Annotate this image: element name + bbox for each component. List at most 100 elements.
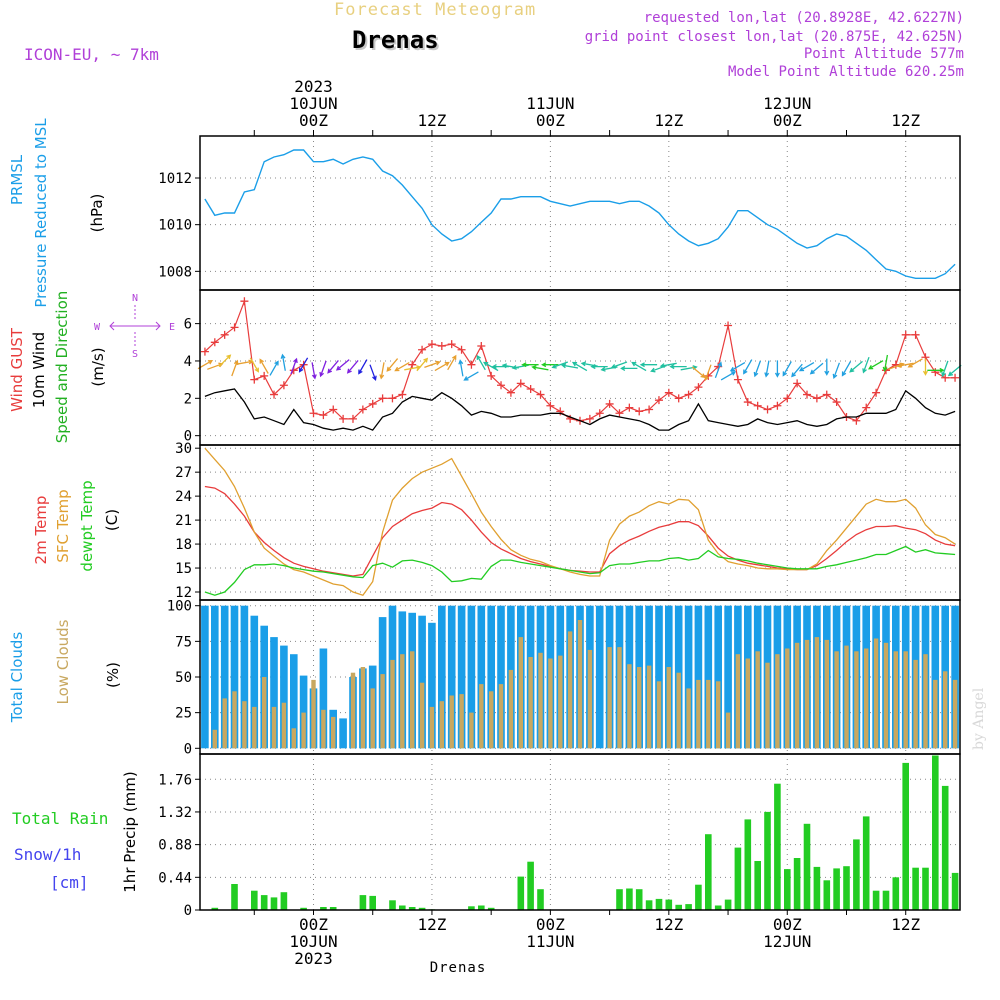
low-cloud-bar: [676, 672, 681, 749]
y-tick-label: 1.76: [158, 772, 192, 788]
total-cloud-bar: [299, 675, 308, 749]
total-cloud-bar: [704, 605, 713, 749]
gust-marker: [803, 390, 812, 399]
bottom-time-label: 2023: [294, 949, 333, 968]
low-cloud-bar: [567, 631, 573, 749]
top-time-label: 2023: [294, 77, 333, 96]
low-cloud-bar: [913, 659, 918, 749]
wind-direction-arrow: [580, 361, 598, 367]
y-tick-label: 1.32: [158, 805, 192, 821]
low-cloud-bar: [952, 679, 958, 749]
rain-bar: [774, 783, 781, 910]
gust-marker: [220, 330, 229, 339]
top-time-label: 11JUN: [526, 94, 574, 113]
gust-marker: [497, 381, 506, 390]
total-cloud-bar: [230, 605, 239, 749]
y-tick-label: 2: [184, 391, 192, 407]
gust-marker: [684, 390, 693, 399]
wind-direction-arrow: [280, 353, 286, 371]
low-cloud-bar: [419, 682, 425, 749]
wind-direction-arrow: [720, 371, 737, 381]
wind-direction-arrow: [764, 360, 770, 378]
y-tick-label: 6: [184, 317, 192, 333]
wind-direction-arrow: [551, 361, 569, 369]
wind-direction-arrow: [269, 360, 279, 376]
byline-text: by Angel: [971, 687, 987, 750]
rain-bar: [784, 869, 791, 910]
gust-marker: [487, 371, 496, 380]
low-cloud-bar: [785, 648, 790, 749]
y-tick-label: 1008: [158, 264, 192, 280]
gust-marker: [872, 388, 881, 397]
total-cloud-bar: [319, 648, 328, 749]
total-cloud-bar: [280, 645, 288, 749]
low-cloud-bar: [429, 706, 435, 749]
rain-bar: [823, 880, 831, 910]
bottom-time-label: 11JUN: [526, 932, 574, 951]
bottom-time-label: 00Z: [536, 915, 565, 934]
wind-direction-arrow: [862, 356, 870, 374]
y-tick-label: 27: [175, 465, 192, 481]
total-cloud-bar: [655, 605, 663, 749]
gust-marker: [891, 360, 900, 369]
gust-marker: [250, 375, 259, 384]
gust-marker: [881, 366, 890, 375]
low-cloud-bar: [528, 657, 533, 749]
rain-bar: [280, 892, 288, 910]
wind-direction-arrow: [483, 361, 499, 372]
temp-label-dewpt: dewpt Temp: [78, 480, 96, 571]
low-cloud-bar: [469, 712, 474, 749]
top-time-label: 00Z: [773, 111, 802, 130]
rain-bar: [408, 907, 416, 910]
low-cloud-bar: [686, 688, 691, 749]
low-cloud-bar: [301, 712, 306, 749]
y-tick-label: 0: [184, 429, 192, 445]
low-cloud-bar: [617, 647, 622, 749]
compass-s: S: [132, 349, 138, 360]
low-cloud-bar: [893, 651, 898, 749]
y-tick-label: 30: [175, 441, 192, 457]
gust-marker: [615, 409, 624, 418]
rain-bar: [468, 906, 475, 910]
gust-marker: [862, 403, 871, 412]
low-cloud-bar: [271, 706, 277, 749]
panel-frame: [199, 753, 961, 911]
y-tick-label: 0.88: [158, 838, 192, 854]
wind-direction-arrow: [809, 362, 824, 375]
gust-marker: [467, 360, 476, 369]
low-cloud-bar: [824, 639, 829, 749]
precip-unit: 1hr Precip (mm): [121, 771, 139, 892]
gust-marker: [378, 394, 387, 403]
gust-marker: [427, 340, 436, 349]
y-tick-label: 50: [175, 670, 192, 686]
low-cloud-bar: [232, 691, 237, 749]
wind-direction-arrow: [691, 366, 706, 379]
rain-bar: [843, 866, 850, 910]
gust-marker: [447, 340, 456, 349]
low-cloud-bar: [814, 637, 820, 749]
low-cloud-bar: [222, 698, 227, 749]
model-label: ICON-EU, ~ 7km: [24, 45, 159, 64]
wind-direction-arrow: [941, 360, 949, 378]
gust-marker: [763, 405, 772, 414]
rain-bar: [922, 867, 929, 910]
rain-bar: [369, 895, 376, 910]
gust-marker: [733, 375, 742, 384]
gust-marker: [793, 379, 802, 388]
rain-bar: [764, 811, 771, 910]
low-cloud-bar: [518, 637, 523, 749]
rain-bar: [665, 899, 673, 910]
wind-direction-arrow: [358, 359, 368, 375]
low-cloud-bar: [883, 642, 889, 749]
wind-direction-arrow: [907, 358, 923, 368]
low-cloud-bar: [725, 712, 731, 749]
low-cloud-bar: [400, 654, 405, 749]
wind-direction-arrow: [868, 360, 884, 370]
gust-marker: [931, 368, 940, 377]
low-cloud-bar: [459, 694, 464, 749]
gust-marker: [477, 342, 486, 351]
low-cloud-bar: [498, 684, 504, 749]
temp-unit: (C): [103, 509, 121, 531]
rain-bar: [705, 834, 712, 910]
